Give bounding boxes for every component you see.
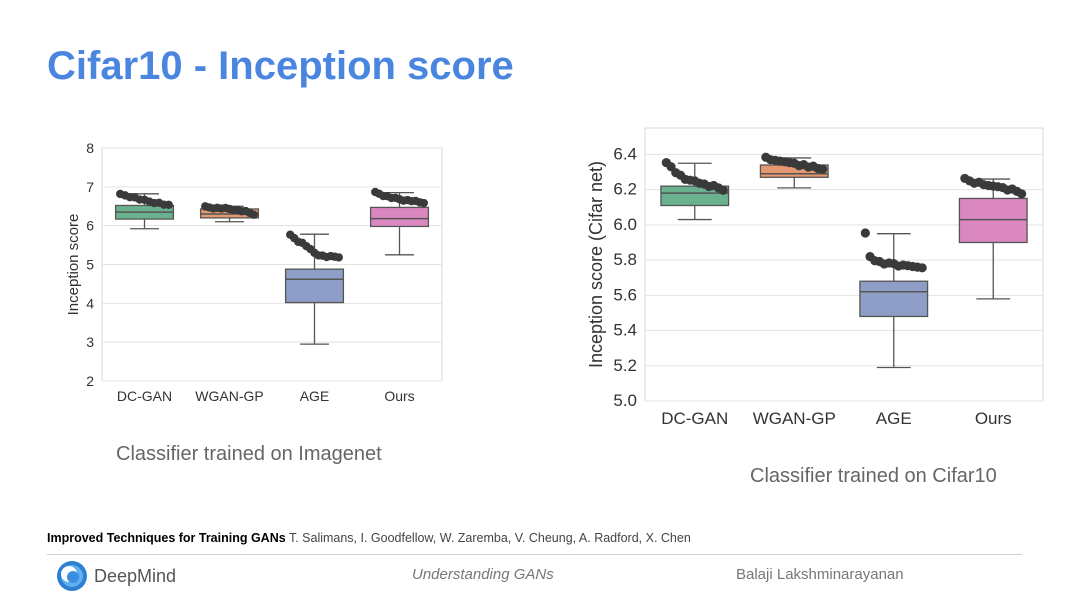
box-iqr xyxy=(284,268,345,304)
y-tick-label: 6.2 xyxy=(613,180,637,199)
y-tick-label: 5.4 xyxy=(613,321,637,340)
x-tick-label: AGE xyxy=(876,409,912,428)
box-iqr xyxy=(859,280,929,318)
footer-speaker: Balaji Lakshminarayanan xyxy=(736,566,904,583)
deepmind-logo-text: DeepMind xyxy=(94,566,177,586)
y-tick-label: 3 xyxy=(86,334,94,350)
box-ours xyxy=(958,173,1028,300)
data-point xyxy=(718,185,728,195)
chart-caption-cifar: Classifier trained on Cifar10 xyxy=(750,465,997,487)
y-tick-label: 4 xyxy=(86,295,94,311)
y-tick-label: 6.4 xyxy=(613,144,637,163)
data-point xyxy=(917,263,927,273)
x-tick-label: DC-GAN xyxy=(661,409,728,428)
data-point xyxy=(164,200,173,210)
y-axis-label: Inception score xyxy=(65,214,82,316)
reference-citation: Improved Techniques for Training GANs T.… xyxy=(47,531,691,545)
data-point xyxy=(818,164,828,174)
y-axis-label: Inception score (Cifar net) xyxy=(586,161,606,368)
y-tick-label: 5.8 xyxy=(613,250,637,269)
box-wgan-gp xyxy=(759,152,829,189)
y-tick-label: 6.0 xyxy=(613,215,637,234)
x-tick-label: Ours xyxy=(384,388,414,404)
box-dc-gan xyxy=(660,157,730,221)
x-tick-label: AGE xyxy=(300,388,330,404)
footer-divider xyxy=(47,554,1022,555)
y-tick-label: 6 xyxy=(86,218,94,234)
y-tick-label: 5.2 xyxy=(613,356,637,375)
box-iqr xyxy=(958,197,1028,244)
footer-talk-title: Understanding GANs xyxy=(412,566,554,583)
reference-authors: T. Salimans, I. Goodfellow, W. Zaremba, … xyxy=(288,531,691,545)
box-ours xyxy=(369,187,430,256)
slide-title: Cifar10 - Inception score xyxy=(47,44,514,88)
reference-title: Improved Techniques for Training GANs xyxy=(47,531,286,545)
deepmind-logo-icon xyxy=(57,561,87,591)
data-point xyxy=(1017,189,1027,199)
box-age xyxy=(284,230,345,345)
x-tick-label: WGAN-GP xyxy=(195,388,263,404)
y-tick-label: 5.6 xyxy=(613,285,637,304)
chart-caption-imagenet: Classifier trained on Imagenet xyxy=(116,443,382,465)
box-iqr xyxy=(660,185,730,207)
plot-area xyxy=(644,127,1044,402)
x-tick-label: Ours xyxy=(975,409,1012,428)
box-wgan-gp xyxy=(199,202,260,223)
y-tick-label: 7 xyxy=(86,179,94,195)
y-tick-label: 2 xyxy=(86,373,94,389)
data-point xyxy=(249,210,258,219)
y-tick-label: 8 xyxy=(86,140,94,156)
box-iqr xyxy=(369,206,430,228)
x-tick-label: WGAN-GP xyxy=(753,409,836,428)
x-tick-label: DC-GAN xyxy=(117,388,172,404)
y-tick-label: 5 xyxy=(86,257,94,273)
data-point xyxy=(334,253,343,262)
box-dc-gan xyxy=(114,189,175,230)
y-tick-label: 5.0 xyxy=(613,391,637,410)
data-point xyxy=(860,228,870,238)
box-age xyxy=(859,228,929,369)
data-point xyxy=(419,198,428,208)
